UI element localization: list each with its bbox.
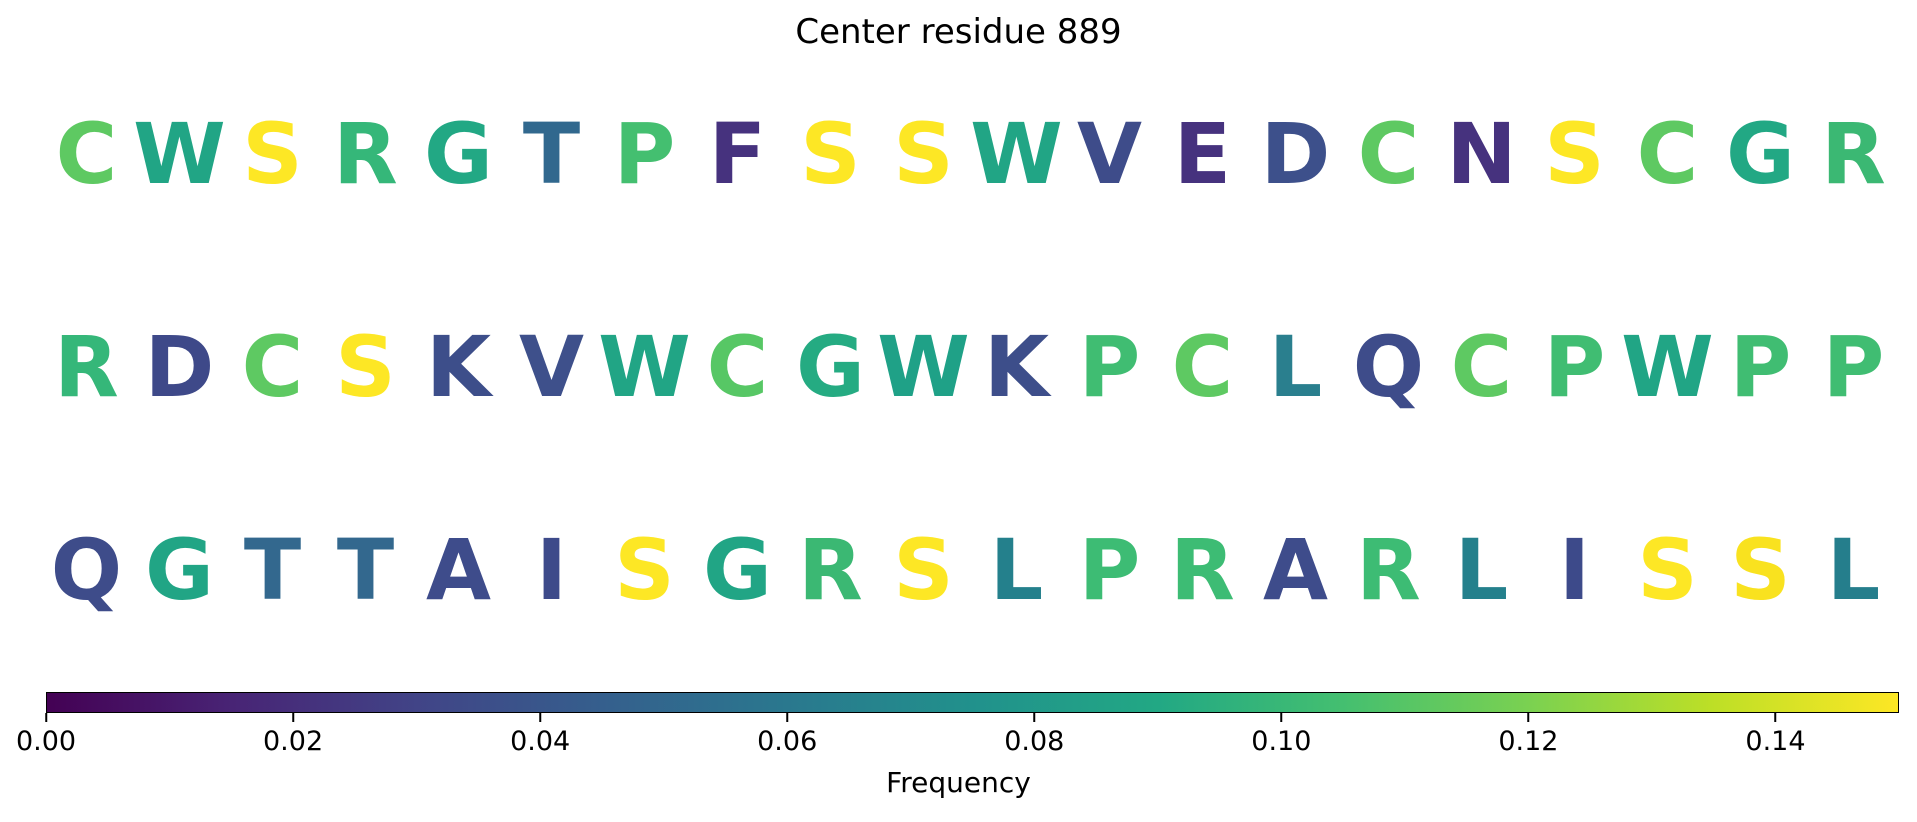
residue-letter: W xyxy=(877,318,970,416)
residue-letter: L xyxy=(1454,521,1509,619)
residue-letter: L xyxy=(989,521,1044,619)
colorbar-tick xyxy=(1527,713,1530,722)
residue-letter: V xyxy=(1076,105,1142,203)
residue-letter: K xyxy=(425,318,492,416)
colorbar-tick xyxy=(539,713,541,722)
colorbar-tick-label: 0.04 xyxy=(510,726,571,757)
residue-letter: S xyxy=(1730,521,1791,619)
residue-letter: G xyxy=(145,521,214,619)
colorbar-tick-label: 0.10 xyxy=(1251,726,1312,757)
residue-letter: C xyxy=(706,318,769,416)
residue-letter: C xyxy=(1450,318,1513,416)
residue-letter: L xyxy=(1826,521,1881,619)
colorbar-tick-label: 0.02 xyxy=(263,726,324,757)
colorbar-tick-label: 0.00 xyxy=(15,726,77,757)
residue-letter: N xyxy=(1446,105,1517,203)
residue-letter: G xyxy=(1726,105,1795,203)
residue-letter: C xyxy=(241,318,304,416)
residue-letter: W xyxy=(133,105,226,203)
residue-letter: D xyxy=(1260,105,1331,203)
colorbar-tick-label: 0.06 xyxy=(757,726,818,757)
colorbar-tick-label: 0.08 xyxy=(1004,726,1065,757)
residue-letter: L xyxy=(1268,318,1323,416)
residue-letter: P xyxy=(613,105,676,203)
residue-letter: I xyxy=(1558,521,1591,619)
colorbar-tick xyxy=(1033,713,1036,722)
residue-letter: S xyxy=(893,521,954,619)
residue-letter: T xyxy=(243,521,302,619)
residue-letter: S xyxy=(614,521,675,619)
residue-letter: E xyxy=(1173,105,1232,203)
residue-letter: S xyxy=(1637,521,1698,619)
colorbar-tick-label: 0.12 xyxy=(1498,726,1559,757)
residue-letter: Q xyxy=(1352,318,1425,416)
colorbar-axis-label: Frequency xyxy=(886,766,1031,799)
residue-letter: W xyxy=(970,105,1063,203)
residue-letter: P xyxy=(1078,521,1141,619)
residue-letter: R xyxy=(1170,521,1235,619)
residue-letter: R xyxy=(798,521,863,619)
colorbar-tick xyxy=(1280,713,1283,722)
colorbar-tick-label: 0.14 xyxy=(1745,726,1806,757)
colorbar-ticklabels: 0.00 0.02 0.04 0.06 0.08 0.10 0.12 0.14 xyxy=(16,726,1899,760)
residue-letter: T xyxy=(522,105,581,203)
residue-letter: P xyxy=(1729,318,1792,416)
residue-letter: S xyxy=(242,105,303,203)
chart-title: Center residue 889 xyxy=(795,12,1122,52)
residue-letter: S xyxy=(800,105,861,203)
residue-letter: W xyxy=(598,318,691,416)
residue-letter: R xyxy=(1821,105,1886,203)
colorbar-tick xyxy=(786,713,788,722)
residue-letter: A xyxy=(425,521,491,619)
residue-letter: D xyxy=(144,318,215,416)
residue-letter: C xyxy=(1636,105,1699,203)
colorbar-tick xyxy=(1774,713,1777,722)
colorbar-ticks xyxy=(45,713,1899,723)
residue-letter: R xyxy=(333,105,398,203)
residue-letter: F xyxy=(708,105,767,203)
colorbar-tick xyxy=(292,713,294,722)
residue-letter: R xyxy=(1356,521,1421,619)
residue-letter: W xyxy=(1621,318,1714,416)
residue-letter: P xyxy=(1078,318,1141,416)
residue-letter: C xyxy=(55,105,118,203)
residue-letter: S xyxy=(893,105,954,203)
residue-letter: S xyxy=(1544,105,1605,203)
residue-letter: C xyxy=(1357,105,1420,203)
residue-letter: K xyxy=(983,318,1050,416)
residue-letter: P xyxy=(1822,318,1885,416)
residue-letter: R xyxy=(54,318,119,416)
residue-letter: G xyxy=(424,105,493,203)
residue-letter: T xyxy=(336,521,395,619)
residue-letter: C xyxy=(1171,318,1234,416)
residue-letter: V xyxy=(518,318,584,416)
residue-letter: G xyxy=(796,318,865,416)
residue-letter: I xyxy=(535,521,568,619)
residue-letter: P xyxy=(1543,318,1606,416)
residue-letter: S xyxy=(335,318,396,416)
colorbar-gradient xyxy=(46,692,1899,713)
residue-letter: A xyxy=(1262,521,1328,619)
residue-letter: G xyxy=(703,521,772,619)
residue-letter: Q xyxy=(50,521,123,619)
colorbar-tick xyxy=(45,713,47,722)
